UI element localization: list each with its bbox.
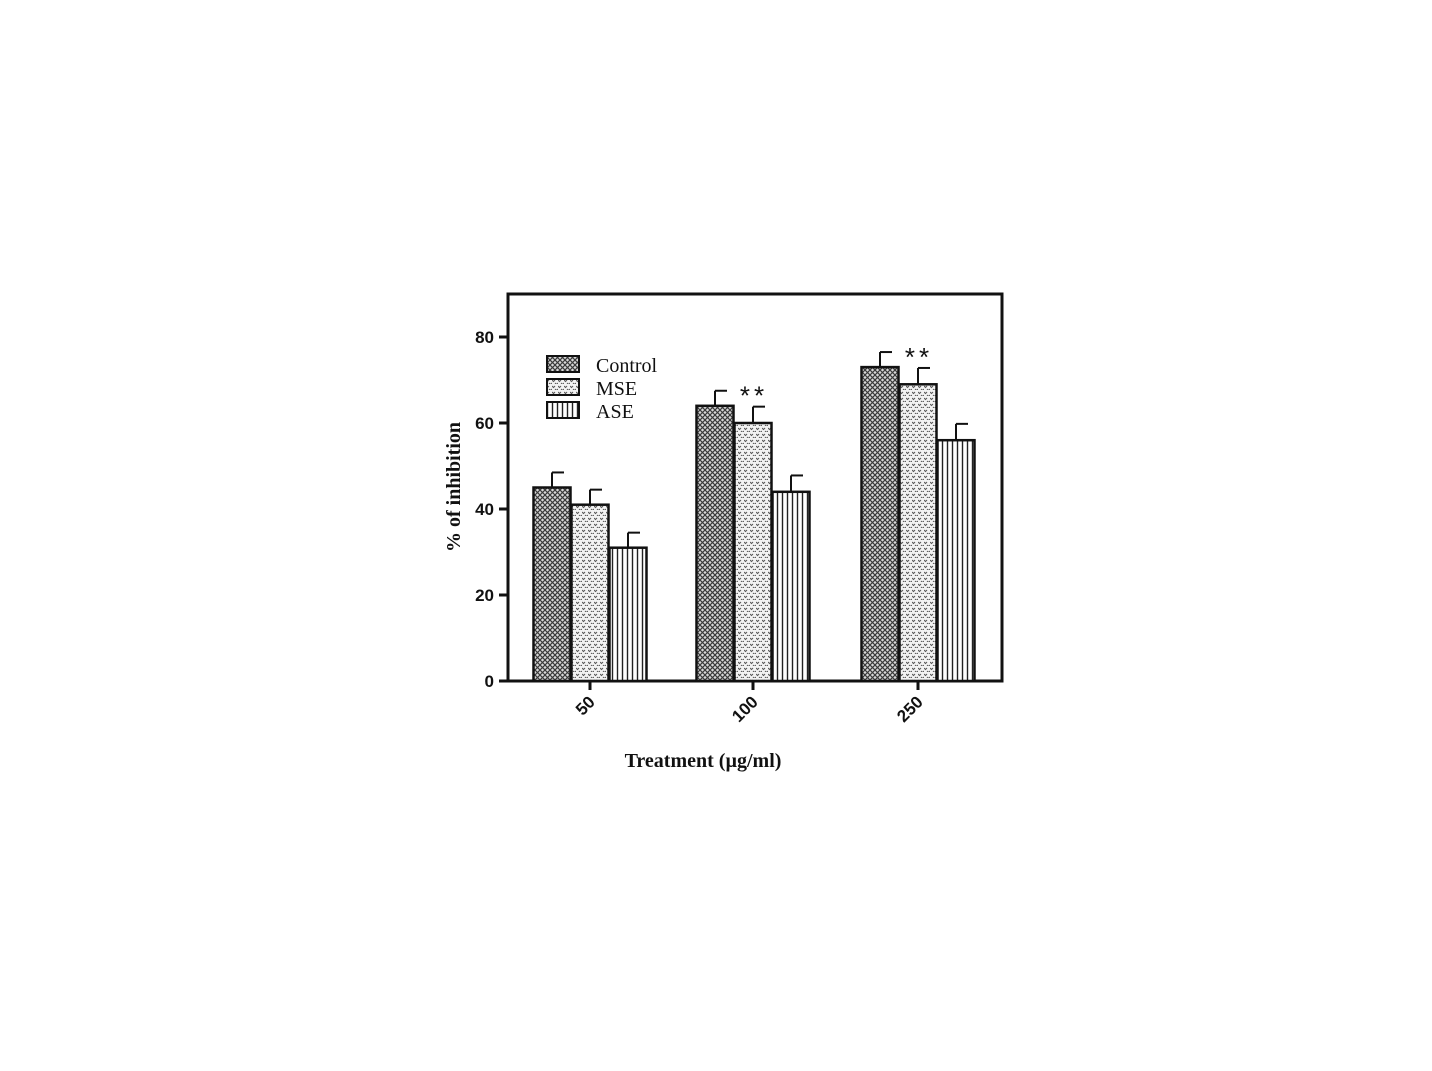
bar-mse-100 [733, 421, 773, 683]
bar-control-100 [695, 404, 735, 683]
y-tick-label: 60 [475, 414, 494, 433]
error-bars-group [551, 351, 968, 548]
y-axis: 0 20 40 60 80 [475, 328, 508, 691]
significance-marker: ** [740, 381, 768, 411]
y-tick-label: 20 [475, 586, 494, 605]
x-axis: 50 100 250 [572, 681, 927, 726]
y-tick-label: 80 [475, 328, 494, 347]
legend-swatch-ase [546, 401, 580, 419]
bar-mse-250 [898, 383, 938, 683]
y-tick-label: 40 [475, 500, 494, 519]
x-tick-label: 50 [572, 692, 599, 719]
x-tick-label: 100 [728, 692, 761, 725]
bar-mse-50 [570, 503, 610, 683]
x-tick-label: 250 [893, 692, 926, 725]
legend-label-ase: ASE [596, 401, 634, 423]
x-axis-title: Treatment (µg/ml) [625, 750, 782, 772]
bar-control-50 [532, 486, 572, 683]
bar-ase-250 [936, 438, 976, 683]
legend-label-control: Control [596, 355, 658, 377]
bar-ase-50 [608, 546, 648, 683]
bar-control-250 [860, 365, 900, 683]
significance-marker: ** [905, 342, 933, 372]
bar-ase-100 [771, 490, 811, 683]
y-axis-title: % of inhibition [443, 422, 465, 552]
y-tick-label: 0 [485, 672, 494, 691]
annotations-group: ** ** [740, 342, 933, 411]
legend-label-mse: MSE [596, 378, 637, 400]
legend-swatch-mse [546, 378, 580, 396]
legend-swatch-control [546, 355, 580, 373]
